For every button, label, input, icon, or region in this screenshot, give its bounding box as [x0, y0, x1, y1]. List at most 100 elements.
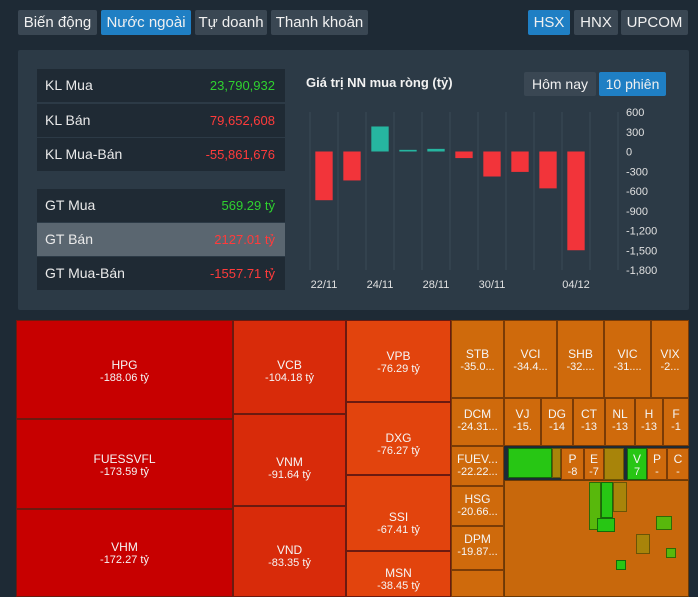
stat-value: 2127.01 tỷ	[214, 232, 275, 247]
ticker-value: -83.35 tỷ	[268, 557, 311, 569]
treemap-cell[interactable]: SHB -32....	[557, 320, 604, 398]
treemap-cell[interactable]: DXG -76.27 tỷ	[346, 402, 451, 475]
treemap-cell[interactable]: VND -83.35 tỷ	[233, 506, 346, 597]
ticker-value: -104.18 tỷ	[265, 372, 314, 384]
treemap-cell[interactable]: FUESSVFL -173.59 tỷ	[16, 419, 233, 509]
y-tick-label: -1,500	[626, 245, 657, 257]
treemap-cell[interactable]: F -1	[663, 398, 689, 446]
ticker-symbol: VCI	[520, 347, 541, 361]
treemap-cell[interactable]: FUEV... -22.22...	[451, 446, 504, 486]
tab-bien-dong[interactable]: Biến động	[18, 10, 97, 35]
treemap-cell[interactable]: H -13	[635, 398, 663, 446]
ticker-value: -91.64 tỷ	[268, 469, 311, 481]
ticker-symbol: HPG	[111, 358, 138, 372]
treemap-cell[interactable]: V 7	[627, 448, 647, 480]
treemap-cell[interactable]	[656, 516, 672, 530]
treemap-cell[interactable]: C -	[667, 448, 689, 480]
chart-bar[interactable]	[455, 151, 473, 159]
ticker-value: -15.	[513, 421, 532, 433]
ticker-value: -32....	[566, 361, 595, 373]
treemap-cell[interactable]: HPG -188.06 tỷ	[16, 320, 233, 419]
treemap-cell[interactable]	[636, 534, 650, 554]
ticker-symbol: C	[673, 452, 683, 466]
stat-kl-mua: KL Mua 23,790,932	[37, 69, 285, 102]
treemap-cell[interactable]: E -7	[584, 448, 604, 480]
chart-bar[interactable]	[315, 151, 333, 201]
treemap-cell[interactable]: NL -13	[605, 398, 635, 446]
stat-value: -55,861,676	[205, 147, 275, 162]
treemap-cell[interactable]: VNM -91.64 tỷ	[233, 414, 346, 506]
treemap-cell[interactable]: HSG -20.66...	[451, 486, 504, 526]
tab-hnx[interactable]: HNX	[574, 10, 618, 35]
x-tick-label: 30/11	[479, 279, 506, 291]
tab-hsx[interactable]: HSX	[528, 10, 570, 35]
ticker-value: -1	[671, 421, 681, 433]
chart-bar[interactable]	[511, 151, 529, 172]
chart-bar[interactable]	[567, 151, 585, 251]
treemap-cell[interactable]: VPB -76.29 tỷ	[346, 320, 451, 402]
treemap-cell[interactable]	[666, 548, 676, 558]
treemap-cell[interactable]: DG -14	[541, 398, 573, 446]
chart-bar[interactable]	[399, 149, 417, 152]
treemap-cell[interactable]: VCB -104.18 tỷ	[233, 320, 346, 414]
treemap-cell[interactable]	[616, 560, 626, 570]
tab-tu-doanh[interactable]: Tự doanh	[195, 10, 267, 35]
treemap-cell[interactable]: VJ -15.	[504, 398, 541, 446]
chart-bar[interactable]	[343, 151, 361, 181]
y-tick-label: -300	[626, 166, 648, 178]
treemap-cell[interactable]: VIX -2...	[651, 320, 689, 398]
treemap-cell[interactable]: DCM -24.31...	[451, 398, 504, 446]
treemap-cell[interactable]: VHM -172.27 tỷ	[16, 509, 233, 597]
chart-bar[interactable]	[483, 151, 501, 177]
treemap-cell[interactable]: CT -13	[573, 398, 605, 446]
treemap: HPG -188.06 tỷ FUESSVFL -173.59 tỷ VHM -…	[16, 320, 689, 597]
stat-value: 569.29 tỷ	[221, 198, 276, 213]
treemap-cell[interactable]: SSI -67.41 tỷ	[346, 475, 451, 551]
chart-bar[interactable]	[427, 148, 445, 152]
treemap-cell[interactable]	[552, 448, 561, 478]
stat-value: 79,652,608	[209, 113, 275, 128]
x-tick-label: 28/11	[423, 279, 450, 291]
ticker-symbol: VNM	[276, 455, 303, 469]
stat-gt-mua-ban: GT Mua-Bán -1557.71 tỷ	[37, 257, 285, 290]
ticker-symbol: VCB	[277, 358, 302, 372]
y-tick-label: -600	[626, 186, 648, 198]
ticker-symbol: FUEV...	[457, 452, 498, 466]
treemap-cell[interactable]: VIC -31....	[604, 320, 651, 398]
ticker-value: -22.22...	[457, 466, 498, 478]
ticker-value: -172.27 tỷ	[100, 554, 149, 566]
treemap-cell[interactable]	[508, 448, 552, 478]
treemap-cell[interactable]	[597, 518, 615, 532]
ticker-symbol: VPB	[386, 349, 411, 363]
chart-bar[interactable]	[539, 151, 557, 189]
treemap-cell[interactable]: MSN -38.45 tỷ	[346, 551, 451, 597]
stat-kl-ban: KL Bán 79,652,608	[37, 104, 285, 137]
ticker-symbol: MSN	[385, 566, 412, 580]
ticker-value: -19.87...	[457, 546, 498, 558]
treemap-cell[interactable]: P -	[647, 448, 667, 480]
tab-thanh-khoan[interactable]: Thanh khoản	[271, 10, 368, 35]
treemap-cell[interactable]	[601, 482, 613, 518]
treemap-cell[interactable]: DPM -19.87...	[451, 526, 504, 570]
treemap-cell[interactable]: P -8	[561, 448, 584, 480]
treemap-cell[interactable]: VCI -34.4...	[504, 320, 557, 398]
ticker-value: -76.27 tỷ	[377, 445, 420, 457]
tab-upcom[interactable]: UPCOM	[621, 10, 688, 35]
stat-value: -1557.71 tỷ	[209, 266, 275, 281]
treemap-cell[interactable]	[613, 482, 627, 512]
ticker-symbol: DPM	[464, 532, 491, 546]
period-today-button[interactable]: Hôm nay	[524, 72, 596, 96]
chart-bar[interactable]	[371, 126, 389, 152]
period-10-sessions-button[interactable]: 10 phiên	[599, 72, 666, 96]
stat-label: KL Mua-Bán	[45, 146, 123, 162]
ticker-symbol: HSG	[464, 492, 491, 506]
ticker-value: 7	[633, 466, 641, 478]
tab-nuoc-ngoai[interactable]: Nước ngoài	[101, 10, 191, 35]
treemap-cell[interactable]: STB -35.0...	[451, 320, 504, 398]
ticker-symbol: H	[644, 407, 654, 421]
y-tick-label: -900	[626, 206, 648, 218]
treemap-cell[interactable]	[604, 448, 624, 480]
stat-label: GT Bán	[45, 231, 93, 247]
ticker-value: -2...	[660, 361, 680, 373]
treemap-cell[interactable]	[451, 570, 504, 597]
